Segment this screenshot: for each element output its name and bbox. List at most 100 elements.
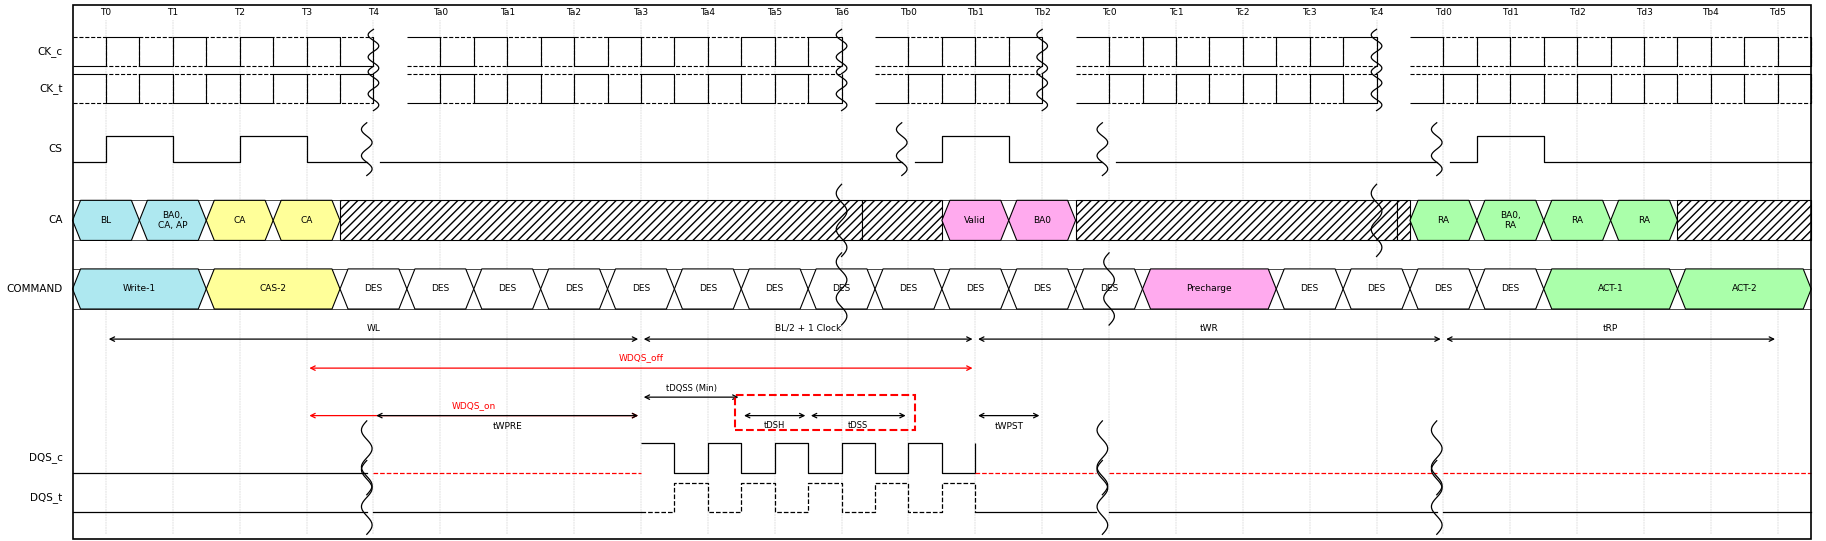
Text: tWR: tWR (1200, 324, 1218, 333)
Text: DQS_c: DQS_c (29, 452, 62, 463)
Text: CA: CA (301, 216, 312, 225)
Text: CA: CA (234, 216, 247, 225)
Text: BA0,
CA, AP: BA0, CA, AP (159, 211, 188, 230)
Text: ACT-2: ACT-2 (1731, 285, 1757, 293)
Polygon shape (1678, 269, 1811, 309)
Text: COMMAND: COMMAND (5, 284, 62, 294)
Polygon shape (540, 269, 608, 309)
Text: Tc3: Tc3 (1302, 8, 1317, 17)
Bar (340, 200, 862, 240)
Text: Ta4: Ta4 (701, 8, 716, 17)
Text: DES: DES (365, 285, 383, 293)
Text: tWPST: tWPST (993, 422, 1023, 431)
Polygon shape (1543, 200, 1611, 240)
Text: BL/2 + 1 Clock: BL/2 + 1 Clock (774, 324, 842, 333)
Text: tDQSS (Min): tDQSS (Min) (666, 384, 716, 393)
Text: DES: DES (431, 285, 449, 293)
Text: tDSH: tDSH (763, 421, 785, 431)
Text: DES: DES (1300, 285, 1318, 293)
Text: WL: WL (367, 324, 380, 333)
Text: BA0: BA0 (1034, 216, 1052, 225)
Polygon shape (274, 200, 340, 240)
Text: Ta1: Ta1 (500, 8, 515, 17)
Polygon shape (206, 200, 274, 240)
Text: BL: BL (100, 216, 111, 225)
Polygon shape (1410, 269, 1477, 309)
Text: Tc1: Tc1 (1169, 8, 1183, 17)
Text: Td1: Td1 (1501, 8, 1519, 17)
Bar (734, 394, 915, 430)
Text: Precharge: Precharge (1187, 285, 1233, 293)
Polygon shape (340, 269, 407, 309)
Text: Td0: Td0 (1435, 8, 1452, 17)
Text: Ta5: Ta5 (767, 8, 782, 17)
Text: DES: DES (765, 285, 783, 293)
Text: Tc2: Tc2 (1236, 8, 1251, 17)
Bar (1397, 200, 1410, 240)
Text: T2: T2 (234, 8, 245, 17)
Text: Td5: Td5 (1769, 8, 1786, 17)
Text: Ta2: Ta2 (566, 8, 581, 17)
Text: T0: T0 (100, 8, 111, 17)
Text: BA0,
RA: BA0, RA (1499, 211, 1521, 230)
Text: T3: T3 (301, 8, 312, 17)
Polygon shape (73, 269, 206, 309)
Polygon shape (1611, 200, 1678, 240)
Text: RA: RA (1638, 216, 1651, 225)
Text: DES: DES (1501, 285, 1519, 293)
Text: CAS-2: CAS-2 (259, 285, 287, 293)
Polygon shape (1410, 200, 1477, 240)
Text: DES: DES (564, 285, 582, 293)
Bar (1076, 200, 1397, 240)
Text: DES: DES (1368, 285, 1386, 293)
Text: DES: DES (900, 285, 918, 293)
Text: Ta6: Ta6 (834, 8, 849, 17)
Text: tRP: tRP (1603, 324, 1618, 333)
Text: Td2: Td2 (1569, 8, 1585, 17)
Text: Ta3: Ta3 (634, 8, 648, 17)
Polygon shape (1008, 200, 1076, 240)
Text: RA: RA (1570, 216, 1583, 225)
Polygon shape (206, 269, 340, 309)
Text: Write-1: Write-1 (122, 285, 155, 293)
Text: DES: DES (1099, 285, 1118, 293)
Text: DES: DES (699, 285, 718, 293)
Text: DQS_t: DQS_t (31, 492, 62, 503)
Text: tDSS: tDSS (847, 421, 869, 431)
Text: CK_t: CK_t (38, 83, 62, 94)
Polygon shape (139, 200, 206, 240)
Text: Tb0: Tb0 (900, 8, 917, 17)
Polygon shape (407, 269, 473, 309)
Text: WDQS_off: WDQS_off (619, 353, 663, 362)
Text: DES: DES (1433, 285, 1452, 293)
Text: CK_c: CK_c (37, 46, 62, 57)
Text: Tc4: Tc4 (1370, 8, 1384, 17)
Text: T1: T1 (168, 8, 179, 17)
Text: CS: CS (49, 144, 62, 154)
Text: tWPRE: tWPRE (493, 422, 522, 431)
Polygon shape (1543, 269, 1678, 309)
Polygon shape (875, 269, 942, 309)
Polygon shape (1143, 269, 1276, 309)
Text: T4: T4 (369, 8, 380, 17)
Text: Tc0: Tc0 (1101, 8, 1116, 17)
Text: DES: DES (1034, 285, 1052, 293)
Polygon shape (1276, 269, 1344, 309)
Text: Ta0: Ta0 (433, 8, 447, 17)
Text: DES: DES (966, 285, 984, 293)
Polygon shape (1076, 269, 1143, 309)
Text: WDQS_on: WDQS_on (451, 401, 497, 410)
Polygon shape (1477, 200, 1543, 240)
Polygon shape (1344, 269, 1410, 309)
Polygon shape (473, 269, 540, 309)
Text: DES: DES (632, 285, 650, 293)
Polygon shape (741, 269, 809, 309)
Polygon shape (608, 269, 674, 309)
Text: DES: DES (833, 285, 851, 293)
Text: Tb1: Tb1 (968, 8, 984, 17)
Polygon shape (674, 269, 741, 309)
Bar (862, 200, 942, 240)
Polygon shape (942, 269, 1008, 309)
Polygon shape (942, 200, 1008, 240)
Text: Td3: Td3 (1636, 8, 1653, 17)
